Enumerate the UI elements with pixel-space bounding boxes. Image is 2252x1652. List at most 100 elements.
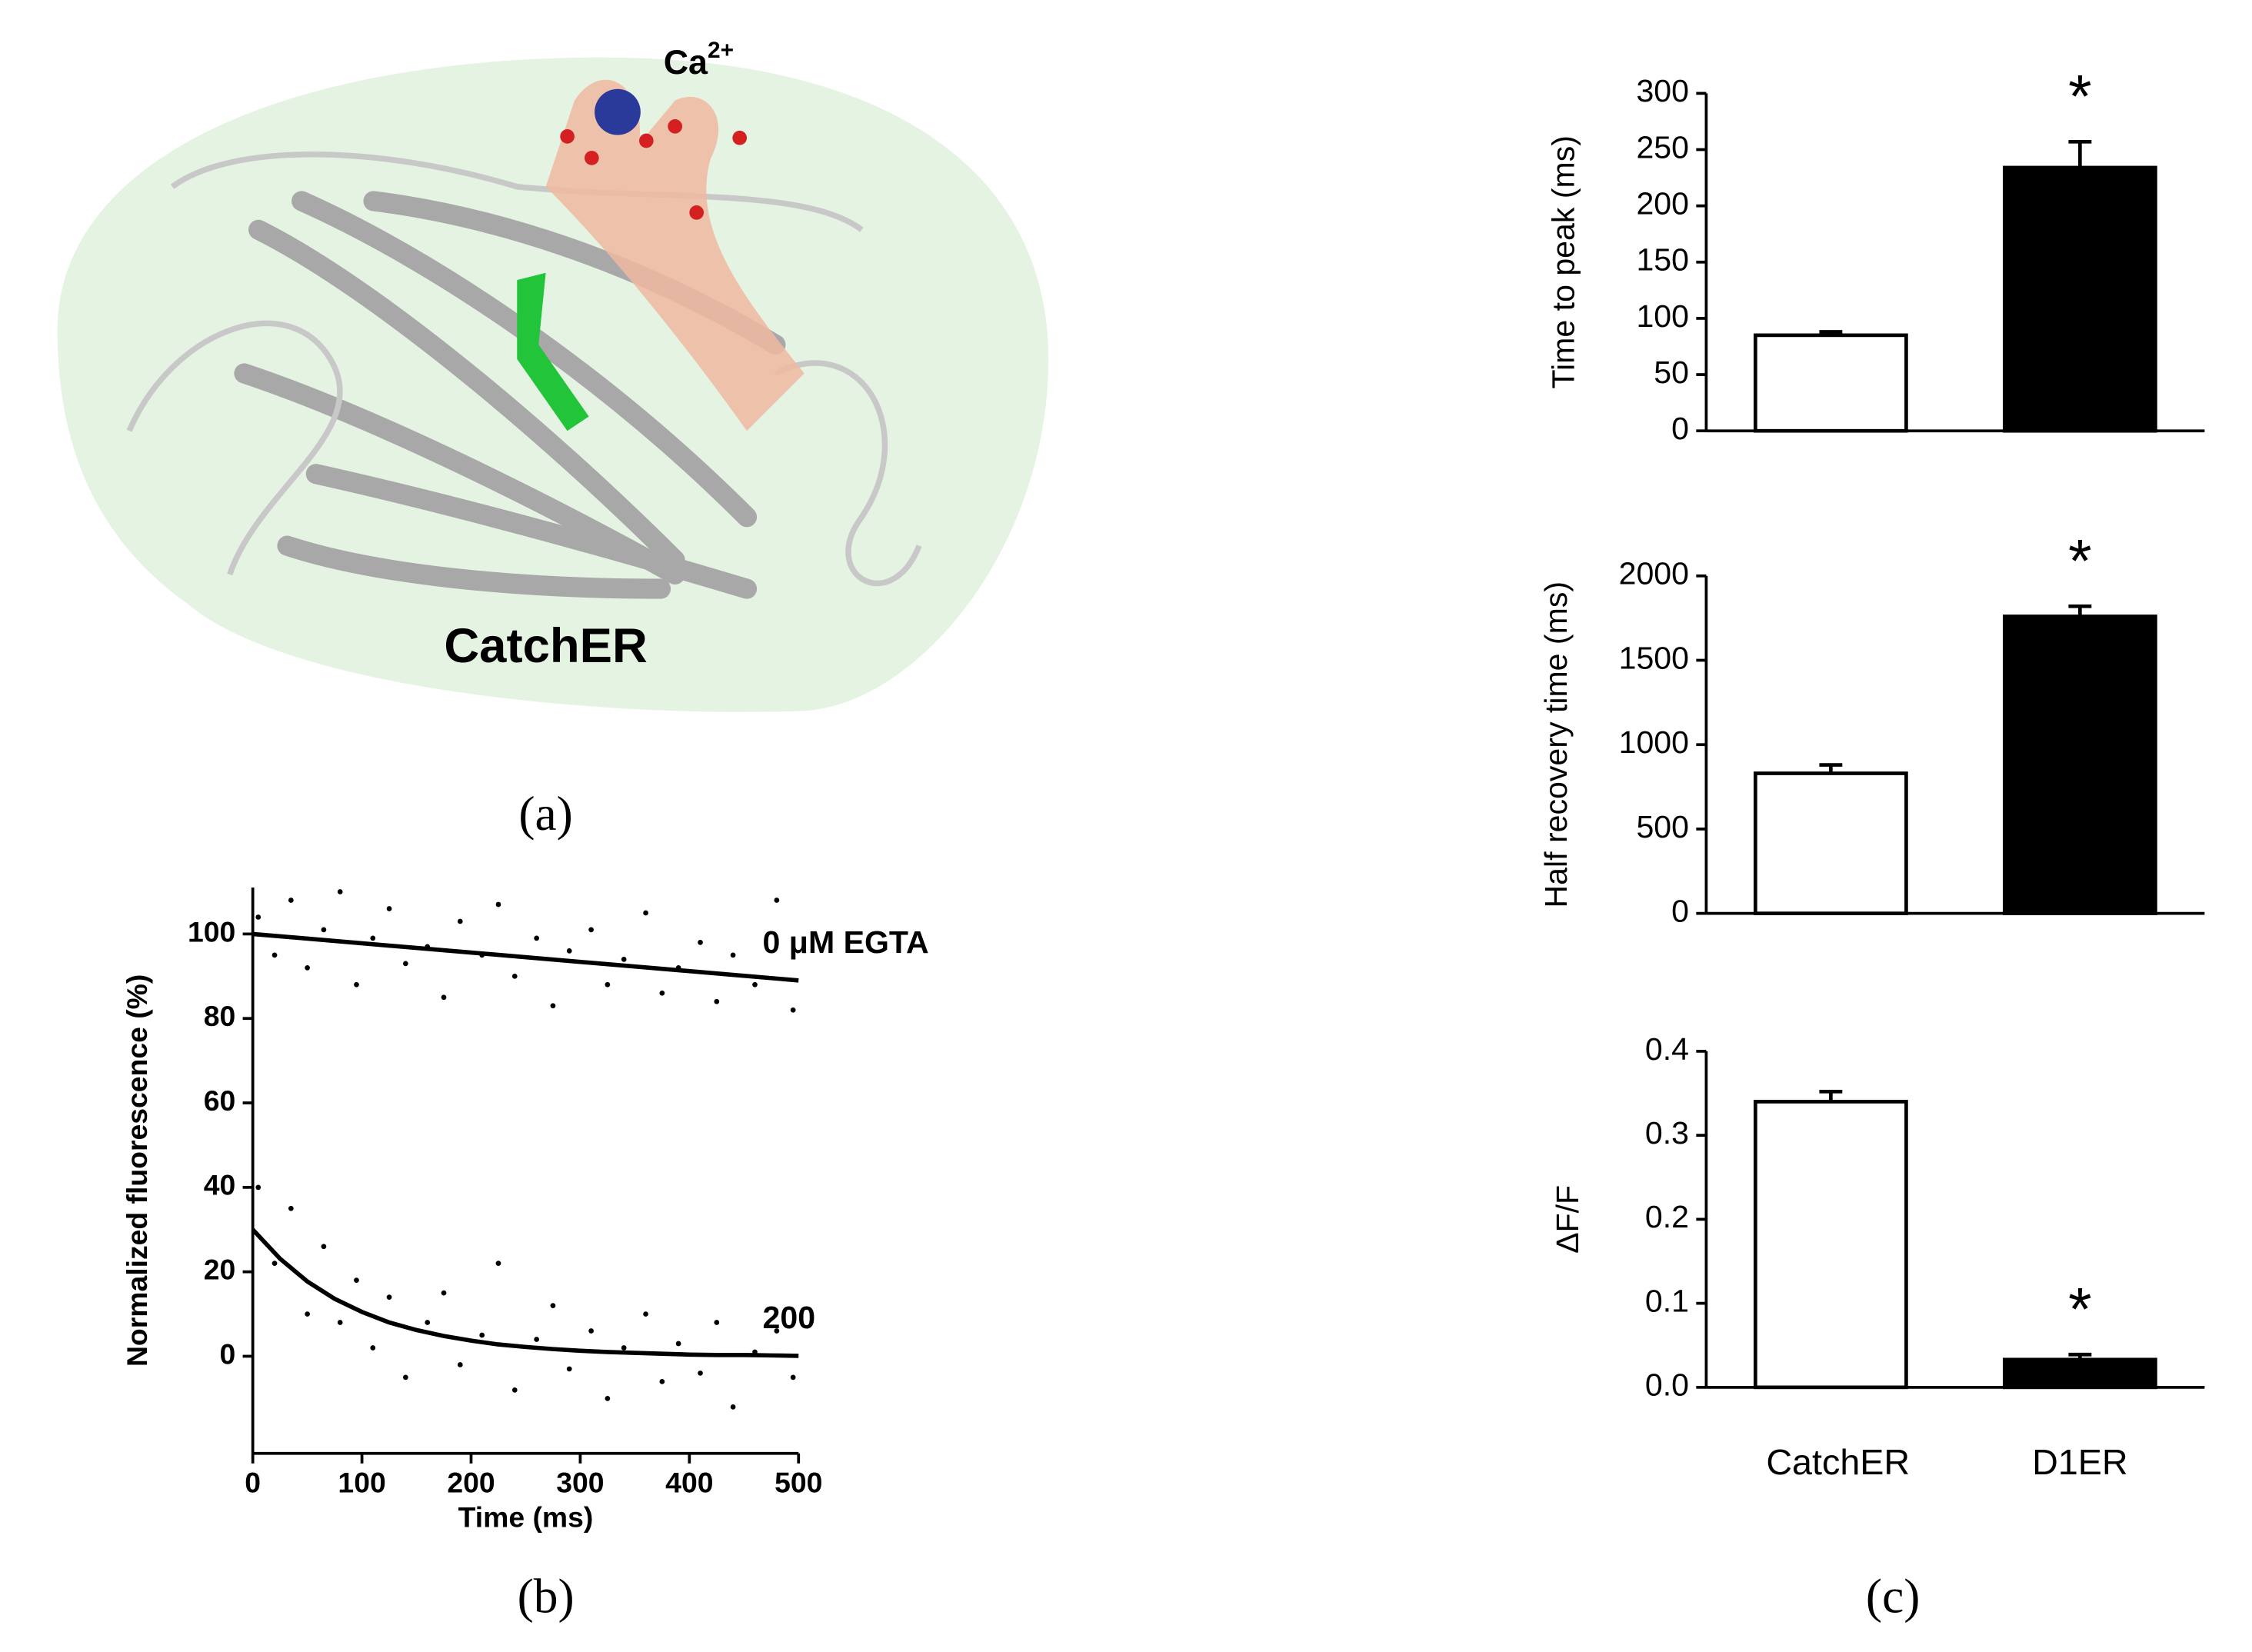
y-tick-label: 100: [1636, 298, 1689, 334]
y-tick-label: 300: [1636, 73, 1689, 108]
data-point: [621, 956, 627, 962]
y-axis-label: Time to peak (ms): [1545, 135, 1581, 388]
bar: [2003, 615, 2157, 915]
data-point: [605, 1396, 611, 1401]
data-point: [288, 898, 294, 903]
data-point: [441, 994, 447, 1001]
data-point: [402, 961, 408, 967]
data-point: [566, 948, 572, 954]
data-point: [354, 981, 359, 988]
y-tick-label: 0: [1671, 411, 1689, 446]
error-bar: [2068, 1352, 2092, 1360]
bar: [2003, 165, 2157, 433]
data-point: [370, 1345, 376, 1351]
data-point: [337, 889, 343, 894]
data-point: [370, 935, 376, 941]
data-point: [321, 1244, 327, 1250]
data-point: [457, 1362, 463, 1367]
data-point: [675, 1341, 681, 1347]
y-tick-label: 40: [204, 1169, 236, 1201]
oxygen-atoms: [560, 118, 748, 220]
structure-name: CatchER: [444, 619, 648, 673]
calcium-ion: [595, 88, 641, 135]
binding-site: [545, 79, 805, 431]
x-tick-label: 200: [447, 1467, 495, 1499]
y-tick-label: 1500: [1619, 640, 1689, 675]
error-bar: [2068, 604, 2092, 617]
data-point: [272, 1261, 278, 1267]
error-bar: [1819, 330, 1843, 335]
y-tick-label: 100: [188, 915, 235, 948]
ion-symbol: Ca: [664, 43, 708, 82]
x-tick-label: CatchER: [1766, 1442, 1910, 1482]
y-axis-label: Half recovery time (ms): [1538, 581, 1574, 908]
data-point: [534, 935, 540, 941]
y-tick-label: 0.0: [1645, 1367, 1689, 1403]
data-point: [457, 918, 463, 924]
y-tick-label: 150: [1636, 242, 1689, 278]
data-point: [534, 1337, 540, 1342]
y-axis-label: ΔF/F: [1550, 1185, 1585, 1254]
y-tick-label: 2000: [1619, 556, 1689, 591]
y-axis-label: Normalized fluorescence (%): [121, 974, 153, 1367]
y-tick-label: 80: [204, 1000, 236, 1032]
bar: [2003, 1357, 2157, 1390]
chart: 0 500 1000 1500 2000 Half recovery time (ms) *: [1538, 528, 2205, 928]
chart: 0 50 100 150 200 250 300 Time to peak (ms) *: [1545, 63, 2205, 446]
data-point: [305, 1311, 310, 1317]
data-point: [621, 1345, 627, 1351]
y-tick-label: 200: [1636, 186, 1689, 221]
ion-charge: 2+: [708, 38, 734, 63]
data-point: [337, 1320, 343, 1325]
data-point: [272, 952, 278, 958]
chart: 0 20 40 60 80 100 Normalized fluorescence (%) 0…: [121, 888, 929, 1534]
fit-line: [252, 931, 799, 983]
panel-label: (a): [518, 786, 572, 841]
data-point: [354, 1277, 359, 1283]
data-point: [566, 1366, 572, 1372]
x-tick-label: 300: [556, 1467, 604, 1499]
y-tick-label: 0.1: [1645, 1283, 1689, 1318]
error-bar: [2068, 139, 2092, 168]
data-point: [321, 927, 327, 933]
panel-label: (c): [1866, 1569, 1920, 1624]
data-point: [643, 910, 648, 916]
data-point: [255, 1184, 262, 1191]
x-tick-label: 100: [338, 1467, 385, 1499]
x-tick-label: 500: [775, 1467, 822, 1499]
data-point: [511, 1387, 518, 1393]
data-point: [441, 1290, 447, 1296]
y-tick-label: 60: [204, 1084, 236, 1117]
data-point: [790, 1374, 796, 1381]
y-tick-label: 500: [1636, 809, 1689, 844]
y-tick-label: 0: [219, 1337, 235, 1370]
data-point: [305, 964, 310, 971]
data-point: [495, 1261, 501, 1267]
bar: [1754, 333, 1908, 433]
data-point: [288, 1205, 294, 1211]
data-point: [425, 1320, 431, 1325]
y-tick-label: 0.2: [1645, 1199, 1689, 1234]
significance-star: *: [2068, 63, 2092, 131]
data-point: [714, 998, 720, 1004]
y-tick-label: 0.4: [1645, 1031, 1689, 1067]
data-point: [790, 1007, 796, 1013]
line-label: 200: [763, 1300, 816, 1335]
data-point: [255, 914, 262, 920]
significance-star: *: [2068, 1276, 2092, 1344]
data-point: [774, 898, 780, 903]
data-point: [643, 1311, 648, 1317]
x-tick-label: 0: [245, 1467, 261, 1499]
data-point: [588, 927, 594, 933]
data-point: [698, 1371, 703, 1376]
loops: [126, 152, 922, 587]
significance-star: *: [2068, 528, 2092, 595]
x-tick-label: 400: [665, 1467, 713, 1499]
y-tick-label: 0.3: [1645, 1115, 1689, 1151]
data-point: [659, 990, 665, 996]
x-axis-label: Time (ms): [458, 1501, 594, 1534]
data-point: [479, 1332, 485, 1338]
line-label: 0 μM EGTA: [763, 924, 929, 960]
y-tick-label: 250: [1636, 129, 1689, 165]
